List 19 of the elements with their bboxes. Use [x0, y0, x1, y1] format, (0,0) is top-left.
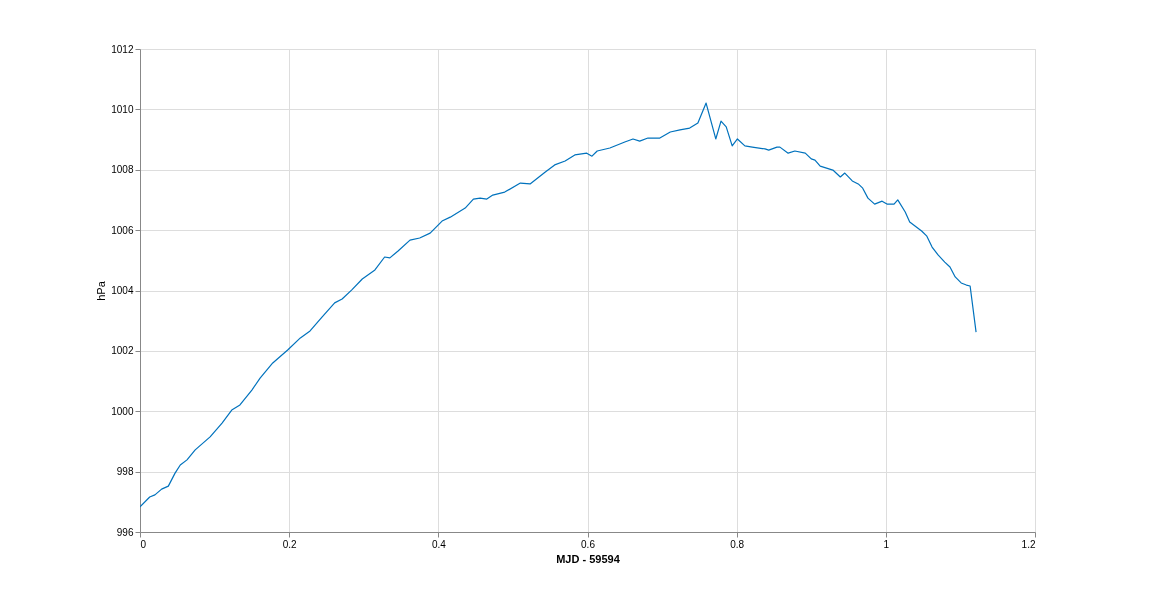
y-tick-label: 998 [116, 466, 134, 478]
x-axis-title: MJD - 59594 [556, 552, 621, 565]
x-tick-label: 0 [140, 538, 147, 550]
line-series [140, 102, 977, 508]
y-tick-label: 996 [116, 526, 134, 538]
y-tick-label: 1006 [111, 224, 134, 236]
x-tick-label: 0.6 [581, 538, 596, 550]
x-tick-label: 0.8 [730, 538, 745, 550]
y-tick-label: 1010 [111, 103, 134, 115]
x-tick-label: 0.4 [431, 538, 447, 550]
y-tick-label: 1012 [111, 43, 134, 55]
y-axis-title: hPa [95, 280, 108, 301]
x-tick-label: 0.2 [282, 538, 298, 550]
y-tick-label: 1002 [111, 345, 134, 357]
y-tick-label: 1008 [111, 164, 134, 176]
x-tick-label: 1.2 [1021, 538, 1036, 550]
y-tick-label: 1000 [111, 405, 134, 417]
y-tick-label: 1004 [111, 285, 134, 296]
x-tick-label: 1 [883, 538, 890, 550]
